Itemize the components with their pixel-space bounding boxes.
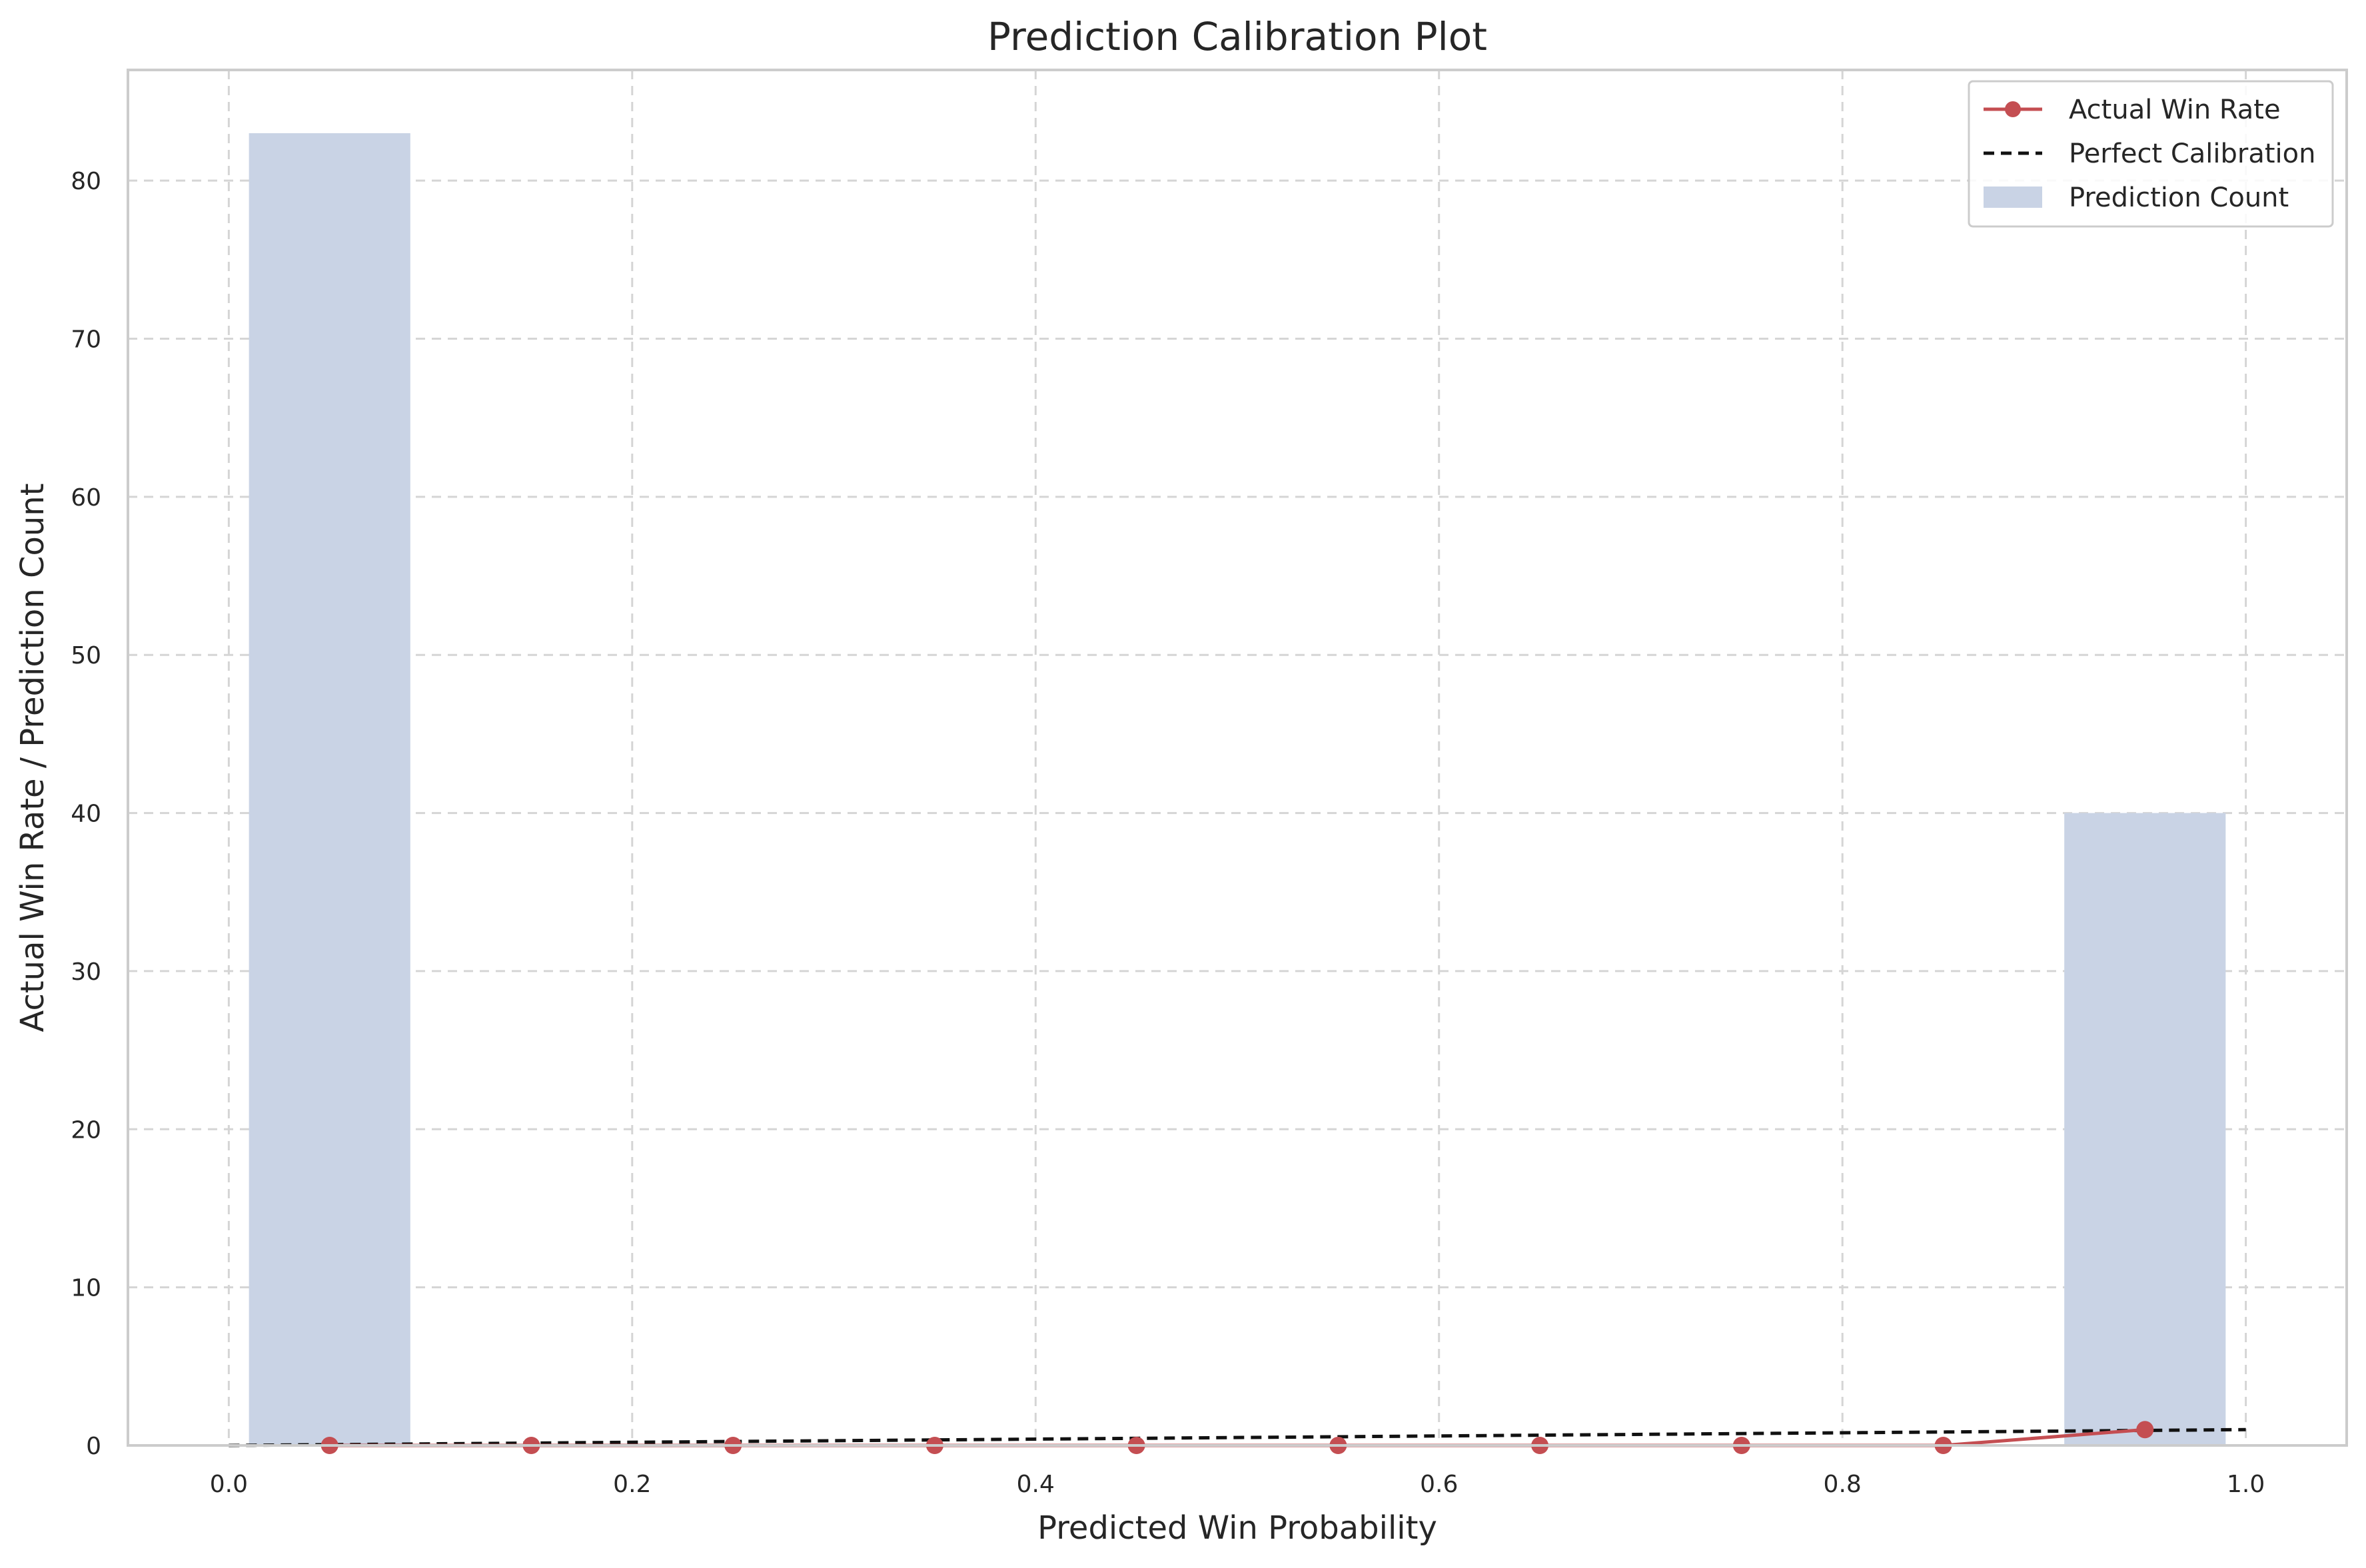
x-tick-label: 0.2 bbox=[613, 1471, 651, 1498]
x-axis-title: Predicted Win Probability bbox=[1037, 1509, 1437, 1547]
y-tick-label: 60 bbox=[71, 484, 101, 512]
y-tick-label: 80 bbox=[71, 168, 101, 195]
prediction-count-bars bbox=[249, 133, 2226, 1446]
legend-label-perfect-calibration: Perfect Calibration bbox=[2069, 139, 2315, 169]
y-tick-label: 40 bbox=[71, 801, 101, 828]
x-tick-label: 0.8 bbox=[1824, 1471, 1862, 1498]
y-axis-title: Actual Win Rate / Prediction Count bbox=[14, 483, 51, 1032]
prediction-count-bar bbox=[2064, 813, 2226, 1445]
legend: Actual Win Rate Perfect Calibration Pred… bbox=[1968, 80, 2334, 228]
y-tick-label: 50 bbox=[71, 642, 101, 669]
actual-win-rate-point bbox=[2136, 1421, 2154, 1439]
perfect-calibration-line bbox=[229, 1427, 2246, 1447]
x-tick-label: 1.0 bbox=[2227, 1471, 2265, 1498]
legend-label-actual-win-rate: Actual Win Rate bbox=[2069, 95, 2281, 125]
y-tick-label: 30 bbox=[71, 959, 101, 986]
chart-title: Prediction Calibration Plot bbox=[987, 14, 1487, 59]
x-tick-label: 0.6 bbox=[1420, 1471, 1458, 1498]
prediction-count-bar bbox=[249, 133, 410, 1446]
x-tick-label: 0.0 bbox=[210, 1471, 248, 1498]
legend-box bbox=[1968, 80, 2334, 228]
legend-prediction-count-patch bbox=[1984, 187, 2042, 208]
plot-frame bbox=[127, 69, 2348, 1447]
legend-label-prediction-count: Prediction Count bbox=[2069, 183, 2289, 213]
y-tick-label: 70 bbox=[71, 326, 101, 354]
x-tick-label: 0.4 bbox=[1017, 1471, 1055, 1498]
legend-actual-win-rate-marker bbox=[2005, 101, 2021, 117]
y-tick-label: 10 bbox=[71, 1275, 101, 1302]
y-tick-label: 20 bbox=[71, 1116, 101, 1144]
y-tick-label: 0 bbox=[86, 1433, 101, 1460]
grid bbox=[128, 70, 2347, 1447]
tick-labels: 0.0 0.2 0.4 0.6 0.8 1.0 0 10 20 30 40 50 60 70 80 bbox=[71, 168, 2265, 1498]
